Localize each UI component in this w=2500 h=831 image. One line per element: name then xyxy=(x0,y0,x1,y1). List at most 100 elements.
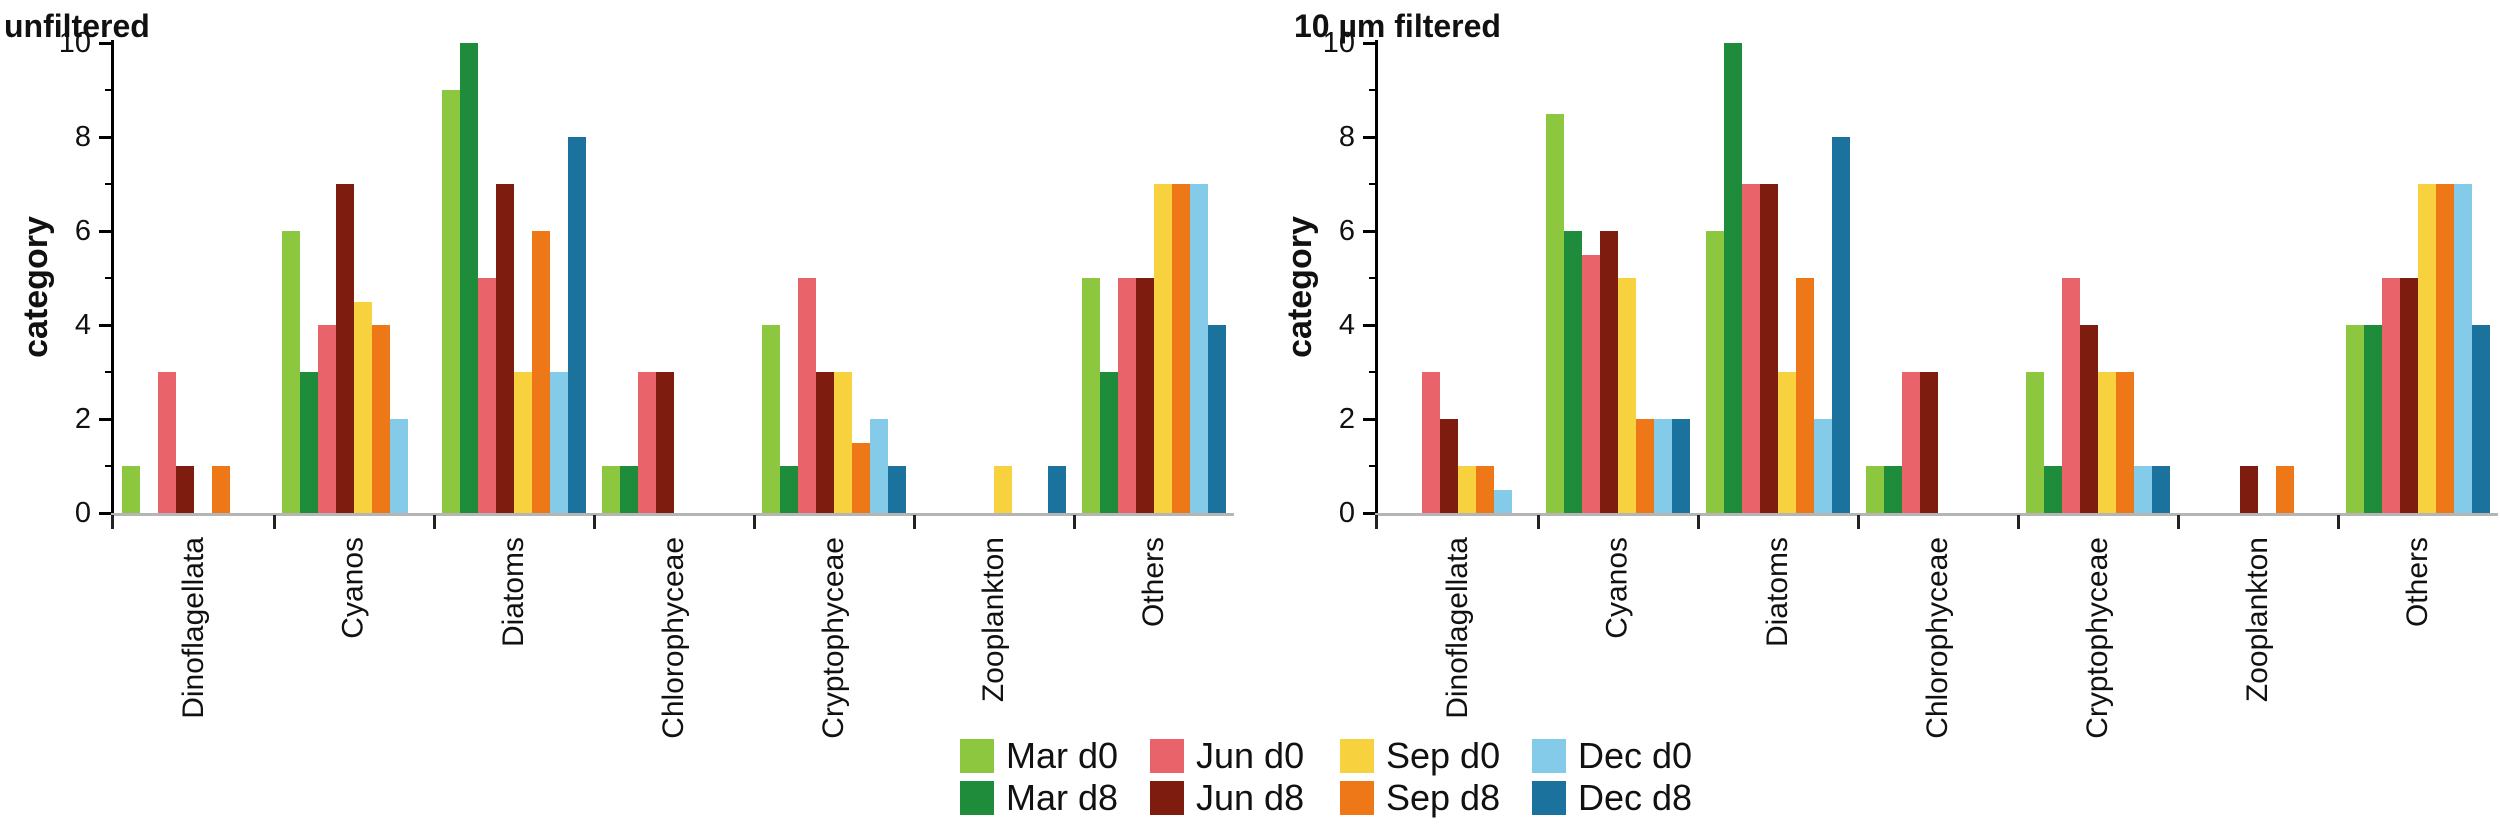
bar-mar-d8 xyxy=(1100,372,1118,513)
y-tick-minor xyxy=(105,277,111,279)
y-tick-label: 4 xyxy=(74,309,91,341)
y-tick-label: 0 xyxy=(1338,497,1355,529)
bar-jun-d0 xyxy=(2062,278,2080,513)
bar-sep-d0 xyxy=(834,372,852,513)
bar-sep-d8 xyxy=(1636,419,1654,513)
bar-jun-d0 xyxy=(2382,278,2400,513)
bar-dec-d0 xyxy=(550,372,568,513)
bar-mar-d0 xyxy=(442,90,460,513)
y-tick-major xyxy=(99,512,111,515)
bar-mar-d0 xyxy=(1706,231,1724,513)
y-tick-label: 10 xyxy=(58,27,91,59)
bar-sep-d0 xyxy=(1618,278,1636,513)
bar-jun-d0 xyxy=(798,278,816,513)
bar-dec-d8 xyxy=(1208,325,1226,513)
bar-mar-d8 xyxy=(2044,466,2062,513)
bar-sep-d8 xyxy=(2116,372,2134,513)
legend-swatch-sep-d8 xyxy=(1340,781,1374,815)
x-category-label-text: Chlorophyceae xyxy=(657,537,690,739)
bar-sep-d0 xyxy=(994,466,1012,513)
bar-mar-d8 xyxy=(1564,231,1582,513)
y-tick-minor xyxy=(1369,371,1375,373)
y-tick-minor xyxy=(105,183,111,185)
x-category-label-text: Others xyxy=(1137,537,1170,628)
y-tick-major xyxy=(99,230,111,233)
bar-jun-d0 xyxy=(638,372,656,513)
y-axis-line xyxy=(111,40,114,516)
bar-dec-d8 xyxy=(2472,325,2490,513)
x-category-label-text: Dinoflagellata xyxy=(177,537,210,719)
bar-dec-d0 xyxy=(2134,466,2152,513)
y-tick-minor xyxy=(105,465,111,467)
bar-mar-d8 xyxy=(300,372,318,513)
bar-dec-d8 xyxy=(888,466,906,513)
x-tick xyxy=(1857,515,1860,529)
bar-jun-d8 xyxy=(1600,231,1618,513)
y-tick-major xyxy=(1363,42,1375,45)
x-category-label-text: Chlorophyceae xyxy=(1921,537,1954,739)
y-tick-major xyxy=(99,418,111,421)
y-tick-label: 2 xyxy=(74,403,91,435)
y-tick-major xyxy=(1363,324,1375,327)
bar-sep-d0 xyxy=(2418,184,2436,513)
bar-jun-d0 xyxy=(478,278,496,513)
x-tick xyxy=(111,515,114,529)
x-tick xyxy=(2337,515,2340,529)
bar-mar-d0 xyxy=(122,466,140,513)
legend-swatch-mar-d0 xyxy=(960,739,994,773)
y-tick-label: 8 xyxy=(74,121,91,153)
bar-sep-d8 xyxy=(2276,466,2294,513)
bar-jun-d8 xyxy=(656,372,674,513)
x-category-label-text: Zooplankton xyxy=(977,537,1010,703)
bar-dec-d0 xyxy=(1654,419,1672,513)
x-category-label-text: Cryptophyceae xyxy=(817,537,850,739)
bar-sep-d8 xyxy=(1796,278,1814,513)
legend-label-sep-d0: Sep d0 xyxy=(1386,735,1501,776)
legend-label-jun-d8: Jun d8 xyxy=(1196,777,1305,818)
bar-sep-d8 xyxy=(852,442,870,513)
bar-jun-d0 xyxy=(158,372,176,513)
bar-dec-d8 xyxy=(1048,466,1066,513)
bar-sep-d0 xyxy=(1154,184,1172,513)
bar-jun-d8 xyxy=(2400,278,2418,513)
bar-jun-d8 xyxy=(2080,325,2098,513)
bar-sep-d8 xyxy=(372,325,390,513)
bar-sep-d8 xyxy=(212,466,230,513)
x-tick xyxy=(433,515,436,529)
bar-dec-d0 xyxy=(1190,184,1208,513)
x-category-label-text: Diatoms xyxy=(1761,537,1794,648)
y-tick-minor xyxy=(105,89,111,91)
bar-jun-d0 xyxy=(1742,184,1760,513)
bar-dec-d0 xyxy=(870,419,888,513)
y-tick-minor xyxy=(105,371,111,373)
y-tick-major xyxy=(99,42,111,45)
bar-jun-d0 xyxy=(1902,372,1920,513)
bar-jun-d8 xyxy=(1440,419,1458,513)
legend-swatch-sep-d0 xyxy=(1340,739,1374,773)
bar-jun-d8 xyxy=(1136,278,1154,513)
x-tick xyxy=(2177,515,2180,529)
bar-dec-d0 xyxy=(2454,184,2472,513)
legend-swatch-jun-d8 xyxy=(1150,781,1184,815)
x-category-label-text: Others xyxy=(2401,537,2434,628)
legend-label-dec-d8: Dec d8 xyxy=(1578,777,1693,818)
chart-title-10um-filtered: 10 µm filtered xyxy=(1294,8,1501,44)
x-tick xyxy=(593,515,596,529)
bar-mar-d0 xyxy=(1082,278,1100,513)
bar-sep-d0 xyxy=(354,301,372,513)
bar-jun-d8 xyxy=(336,184,354,513)
legend-label-jun-d0: Jun d0 xyxy=(1196,735,1305,776)
bar-jun-d0 xyxy=(318,325,336,513)
legend-label-sep-d8: Sep d8 xyxy=(1386,777,1501,818)
x-category-label-text: Cyanos xyxy=(1601,537,1634,639)
bar-mar-d8 xyxy=(460,43,478,513)
y-tick-major xyxy=(1363,418,1375,421)
y-tick-label: 8 xyxy=(1338,121,1355,153)
y-tick-label: 2 xyxy=(1338,403,1355,435)
bar-sep-d0 xyxy=(2098,372,2116,513)
y-tick-label: 6 xyxy=(1338,215,1355,247)
x-tick xyxy=(1537,515,1540,529)
x-tick xyxy=(1375,515,1378,529)
y-tick-major xyxy=(1363,136,1375,139)
x-tick xyxy=(2017,515,2020,529)
